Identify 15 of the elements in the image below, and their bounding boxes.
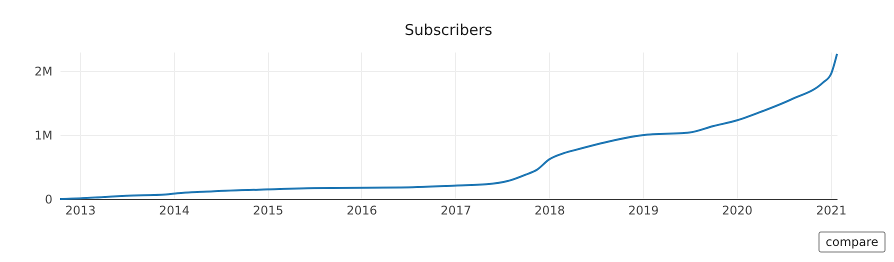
line-series bbox=[59, 52, 838, 200]
x-tick-label: 2019 bbox=[628, 204, 659, 218]
x-tick-label: 2021 bbox=[816, 204, 847, 218]
x-tick-label: 2018 bbox=[534, 204, 565, 218]
x-tick-label: 2017 bbox=[440, 204, 472, 218]
chart-title: Subscribers bbox=[404, 21, 493, 39]
x-tick-label: 2016 bbox=[346, 204, 378, 218]
x-tick-label: 2013 bbox=[65, 204, 96, 218]
y-tick-label: 2M bbox=[34, 64, 52, 79]
x-tick-label: 2015 bbox=[252, 204, 284, 218]
y-tick-label: 1M bbox=[34, 128, 52, 143]
x-tick-label: 2020 bbox=[722, 204, 753, 218]
x-tick-label: 2014 bbox=[159, 204, 190, 218]
text: compare bbox=[826, 235, 878, 249]
y-tick-label: 0 bbox=[44, 192, 52, 206]
